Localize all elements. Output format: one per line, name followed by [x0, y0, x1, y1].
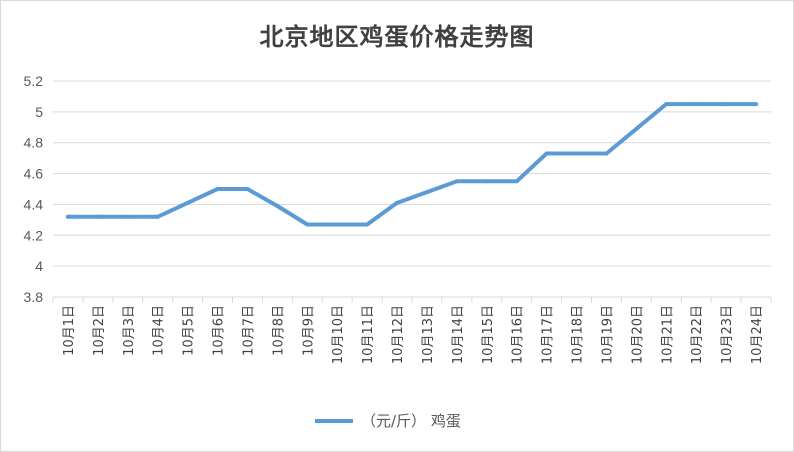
- x-tick-label: 10月9日: [301, 305, 316, 356]
- legend: （元/斤） 鸡蛋: [315, 412, 461, 430]
- y-tick-label: 4.6: [24, 166, 44, 182]
- x-tick-label: 10月5日: [182, 305, 197, 356]
- data-point: [275, 203, 280, 208]
- x-tick-label: 10月12日: [391, 305, 406, 364]
- gridlines: [53, 80, 771, 267]
- x-tick-label: 10月22日: [690, 305, 705, 364]
- data-point: [484, 179, 489, 184]
- x-tick-label: 10月13日: [421, 305, 436, 364]
- x-tick-label: 10月8日: [271, 305, 286, 356]
- data-point: [754, 102, 759, 107]
- data-point: [604, 151, 609, 156]
- y-tick-label: 4.8: [24, 135, 44, 151]
- x-tick-label: 10月10日: [331, 305, 346, 364]
- data-point: [65, 214, 70, 219]
- x-tick-label: 10月2日: [92, 305, 107, 356]
- data-point: [95, 214, 100, 219]
- data-point: [155, 214, 160, 219]
- y-tick-label: 3.8: [24, 289, 44, 305]
- x-tick-label: 10月16日: [511, 305, 526, 364]
- chart-title: 北京地区鸡蛋价格走势图: [259, 22, 535, 51]
- data-point: [365, 222, 370, 227]
- x-tick-label: 10月3日: [122, 305, 137, 356]
- data-point: [694, 102, 699, 107]
- y-tick-label: 4.2: [24, 227, 44, 243]
- y-tick-label: 5: [35, 104, 43, 120]
- x-tick-label: 10月23日: [720, 305, 735, 364]
- x-tick-label: 10月1日: [62, 305, 77, 356]
- x-tick-label: 10月7日: [241, 305, 256, 356]
- data-point: [544, 151, 549, 156]
- x-tick-label: 10月17日: [541, 305, 556, 364]
- y-tick-label: 4: [35, 258, 43, 274]
- x-tick-label: 10月15日: [481, 305, 496, 364]
- x-tick-label: 10月20日: [630, 305, 645, 364]
- data-point: [185, 200, 190, 205]
- data-point: [424, 190, 429, 195]
- data-point: [245, 187, 250, 191]
- x-tick-label: 10月18日: [571, 305, 586, 364]
- data-point: [215, 187, 220, 191]
- x-axis: [52, 296, 772, 303]
- x-tick-label: 10月11日: [361, 305, 376, 364]
- x-tick-labels: 10月1日 10月2日 10月3日 10月4日 10月5日 10月6日 10月7日 10月8日…: [62, 305, 765, 364]
- data-point: [514, 179, 519, 184]
- y-tick-labels: 3.8 4 4.2 4.4 4.6 4.8 5 5.2: [24, 73, 44, 305]
- data-point: [125, 214, 130, 219]
- data-point: [305, 222, 310, 227]
- x-tick-label: 10月19日: [600, 305, 615, 364]
- series-layer: [65, 102, 759, 227]
- y-tick-label: 5.2: [24, 73, 44, 89]
- data-point: [395, 200, 400, 205]
- data-point: [335, 222, 340, 227]
- x-tick-label: 10月24日: [750, 305, 765, 364]
- y-tick-label: 4.4: [24, 196, 44, 212]
- data-point: [724, 102, 729, 107]
- series-line: [66, 102, 758, 227]
- x-tick-label: 10月14日: [451, 305, 466, 364]
- data-point: [454, 179, 459, 184]
- data-point: [664, 102, 669, 107]
- x-tick-label: 10月6日: [212, 305, 227, 356]
- data-point: [634, 126, 639, 131]
- data-point: [574, 151, 579, 156]
- legend-label: （元/斤） 鸡蛋: [361, 412, 461, 430]
- x-tick-label: 10月21日: [660, 305, 675, 364]
- x-tick-label: 10月4日: [152, 305, 167, 356]
